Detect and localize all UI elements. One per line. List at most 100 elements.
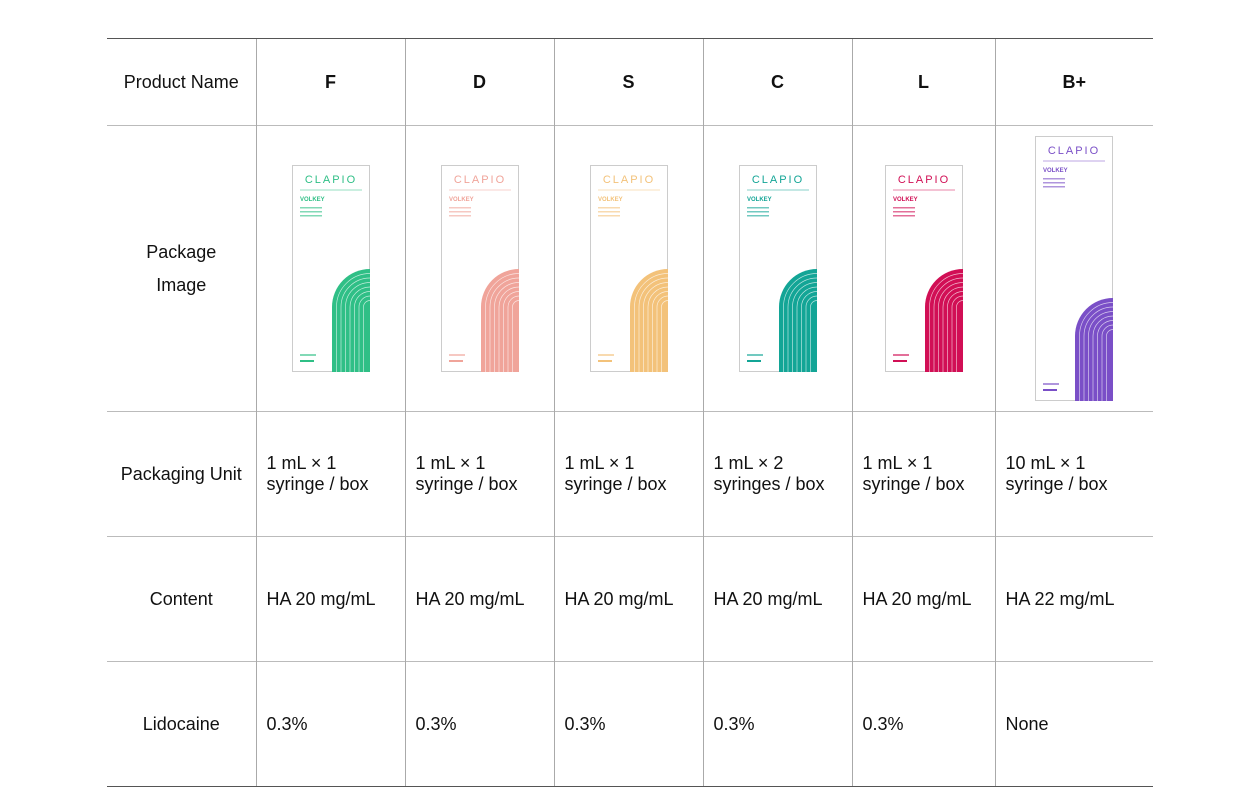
cell-value: HA 22 mg/mL [994,536,1153,662]
cell-value: HA 20 mg/mL [702,536,852,662]
product-line: VOLKEY [747,197,772,203]
package-cell: CLAPIO VOLKEY [553,125,703,412]
package-image: CLAPIO VOLKEY [440,165,519,372]
arch-line [502,291,519,372]
product-name: C [702,38,852,126]
product-name: B+ [994,38,1153,126]
package-row: Package Image CLAPIO VOLKEY CLAPIO VOLKEY CLA… [107,125,1153,412]
label-line [746,215,769,217]
cell-value: 0.3% [553,661,703,787]
label-line [597,211,620,213]
brand: CLAPIO [1048,145,1100,157]
label-line [448,211,471,213]
row-label: Lidocaine [107,661,256,787]
arch-line [353,291,370,372]
arch-line [955,300,963,372]
product-line: VOLKEY [1043,168,1068,174]
arch-line [340,277,370,372]
arch-line [1092,315,1114,401]
footer-line [892,354,909,356]
arch-line [942,286,963,372]
data-row: Lidocaine 0.3% 0.3% 0.3% 0.3% 0.3% None [107,661,1153,787]
label-line [299,211,322,213]
cell-value: 0.3% [404,661,554,787]
footer-line [892,360,907,362]
footer-line [448,354,465,356]
package-image: CLAPIO VOLKEY [589,165,668,372]
package-image: CLAPIO VOLKEY [738,165,817,372]
footer-line [1043,389,1058,391]
arch-line [493,282,519,372]
footer-line [299,354,316,356]
cell-value: 10 mL × 1 syringe / box [994,411,1153,537]
footer-line [746,354,763,356]
arch-line [358,295,370,372]
package-image: CLAPIO VOLKEY [1035,136,1114,401]
package-cell: CLAPIO VOLKEY [404,125,554,412]
label-line [892,211,915,213]
arch-line [489,277,519,372]
brand: CLAPIO [453,174,505,186]
cell-value: 0.3% [255,661,405,787]
arch-line [651,291,668,372]
cell-value: HA 20 mg/mL [553,536,703,662]
arch-line [1083,306,1114,401]
footer-line [299,360,314,362]
row-label: Package Image [107,125,256,412]
label-line [1043,178,1066,180]
product-line: VOLKEY [893,197,918,203]
label-line [299,215,322,217]
package-cell: CLAPIO VOLKEY [851,125,995,412]
cell-value: HA 20 mg/mL [255,536,405,662]
product-line: VOLKEY [300,197,325,203]
label-line [1043,182,1066,184]
product-name: S [553,38,703,126]
footer-line [746,360,761,362]
arch-line [946,291,963,372]
label-line [746,207,769,209]
cell-value: None [994,661,1153,787]
arch-line [656,295,668,372]
arch-line [1101,324,1114,401]
arch-line [647,286,668,372]
product-name: D [404,38,554,126]
arch-line [782,273,817,372]
arch-line [809,300,817,372]
label-line [597,215,620,217]
arch-line [796,286,817,372]
footer-line [597,360,612,362]
label-line [892,207,915,209]
arch-line [344,282,370,372]
label-line [892,215,915,217]
package-cell: CLAPIO VOLKEY [994,125,1153,412]
cell-value: 0.3% [702,661,852,787]
cell-value: 0.3% [851,661,995,787]
package-image: CLAPIO VOLKEY [884,165,963,372]
arch-line [787,277,817,372]
header-row: Product Name F D S C L B+ [107,38,1153,126]
arch-line [1079,302,1114,401]
brand: CLAPIO [751,174,803,186]
arch-line [800,291,817,372]
package-image: CLAPIO VOLKEY [291,165,370,372]
comparison-table: Product Name F D S C L B+ Package Image CLAPIO VO… [107,38,1153,787]
arch-line [1088,311,1114,401]
arch-line [638,277,668,372]
arch-line [633,273,668,372]
arch-line [660,300,668,372]
cell-value: HA 20 mg/mL [404,536,554,662]
arch-line [498,286,519,372]
arch-line [937,282,963,372]
arch-line [1097,320,1114,401]
arch-line [951,295,963,372]
header-label: Product Name [107,38,256,126]
cell-value: HA 20 mg/mL [851,536,995,662]
label-line [299,207,322,209]
arch-line [805,295,817,372]
data-row: Content HA 20 mg/mL HA 20 mg/mL HA 20 mg/mL… [107,536,1153,662]
arch-line [642,282,668,372]
footer-line [597,354,614,356]
footer-line [448,360,463,362]
label-line [448,215,471,217]
brand: CLAPIO [304,174,356,186]
